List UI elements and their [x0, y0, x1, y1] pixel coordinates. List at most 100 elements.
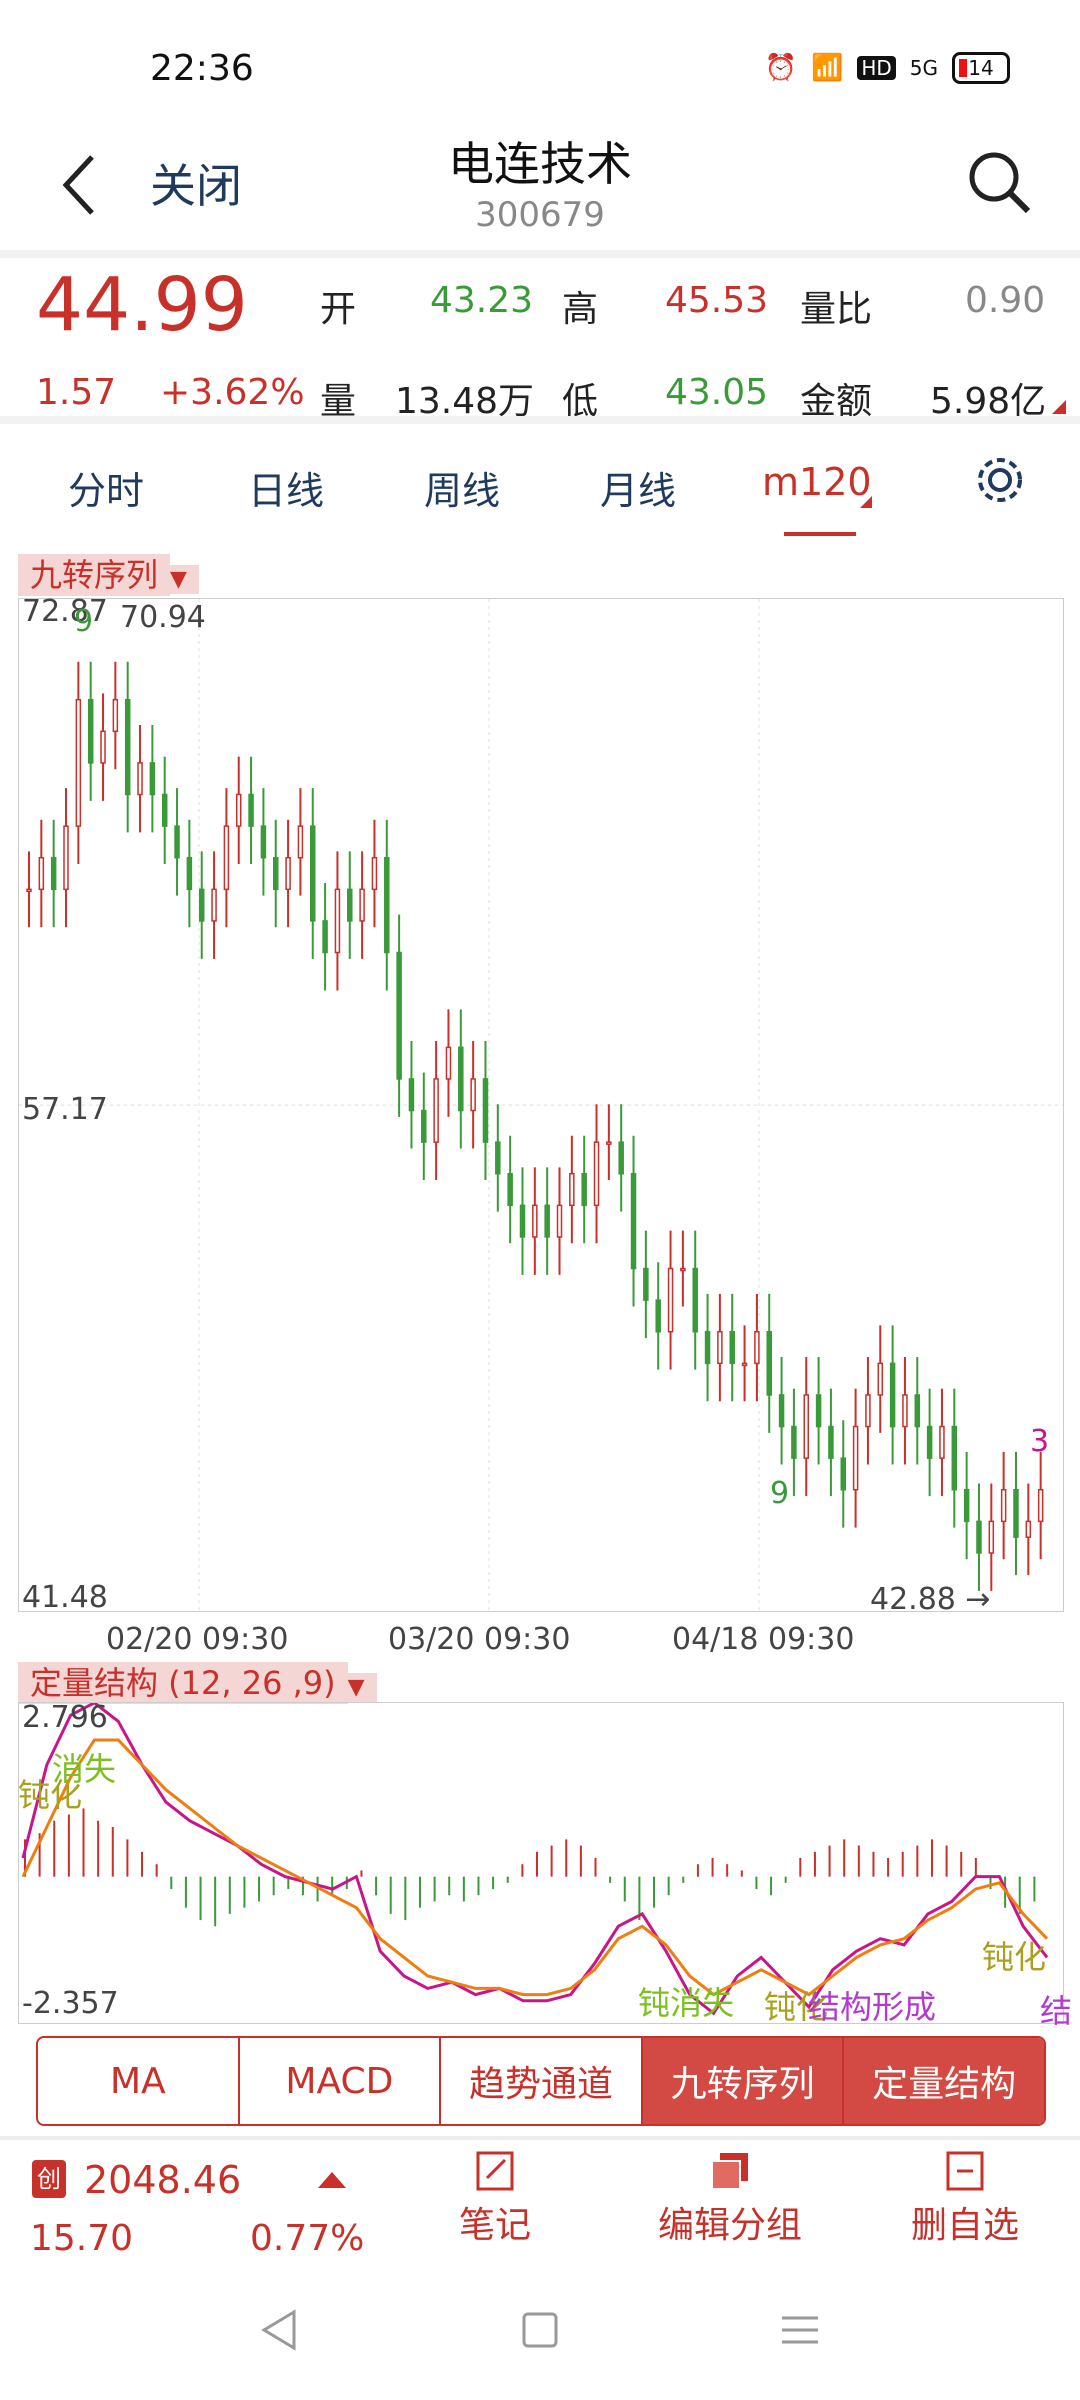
search-button[interactable] — [960, 145, 1040, 225]
indicator-tab-macd[interactable]: MACD — [240, 2038, 442, 2124]
price-change-pct: +3.62% — [160, 372, 305, 413]
structure-y-top: 2.796 — [22, 1700, 108, 1735]
candle-body — [606, 1141, 612, 1145]
kline-indicator-selector[interactable]: 九转序列 ▼ — [18, 550, 199, 596]
candle-body — [569, 1172, 575, 1207]
series-line-line1 — [21, 1701, 1049, 2016]
high-value: 45.53 — [665, 280, 769, 321]
candle-body — [421, 1109, 427, 1143]
candle-body — [988, 1520, 995, 1554]
battery-icon: 14 — [952, 52, 1010, 84]
square-home-icon — [522, 2312, 558, 2348]
index-badge: 创 — [32, 2160, 66, 2198]
amount-label: 金额 — [800, 381, 873, 422]
candle-body — [1000, 1489, 1007, 1523]
tab-weekly[interactable]: 周线 — [424, 469, 501, 513]
index-pct: 0.77% — [250, 2218, 365, 2259]
nav-menu-button[interactable] — [770, 2300, 830, 2360]
annotation-blunt-2: 钝化 — [764, 1988, 829, 2026]
structure-chart[interactable] — [18, 1701, 1064, 2024]
annotation-vanish: 消失 — [52, 1750, 117, 1788]
candle-body — [470, 1078, 476, 1112]
low-value: 43.05 — [665, 372, 769, 413]
candle-body — [593, 1141, 600, 1207]
edit-group-button[interactable]: 编辑分组 — [650, 2150, 810, 2260]
remove-watchlist-button[interactable]: 删自选 — [900, 2150, 1030, 2260]
tab-monthly[interactable]: 月线 — [600, 469, 677, 513]
candle-body — [667, 1267, 674, 1333]
kline-chart[interactable] — [18, 598, 1064, 1612]
indicator-tab-ma[interactable]: MA — [38, 2038, 240, 2124]
candle-body — [643, 1267, 649, 1301]
candle-body — [235, 793, 242, 827]
candle-body — [902, 1394, 908, 1428]
candle-body — [458, 1046, 464, 1112]
annotation-structure-partial: 结 — [1040, 1992, 1073, 2030]
active-tab-underline — [784, 532, 856, 536]
candle-body — [704, 1330, 711, 1365]
candle-body — [50, 856, 57, 891]
candle-body — [310, 825, 316, 922]
expand-corner-icon[interactable] — [1052, 400, 1066, 414]
candle-body — [124, 698, 131, 796]
close-button[interactable]: 关闭 — [150, 159, 242, 213]
indicator-tab-trend-channel[interactable]: 趋势通道 — [441, 2038, 643, 2124]
candle-body — [556, 1204, 563, 1238]
tab-daily[interactable]: 日线 — [248, 469, 325, 513]
candle-body — [100, 730, 106, 764]
candle-body — [680, 1267, 686, 1272]
candle-body — [87, 698, 94, 764]
index-value[interactable]: 2048.46 — [84, 2158, 242, 2202]
candle-body — [495, 1141, 501, 1175]
annotation-blunt-1: 钝化 — [18, 1776, 83, 1814]
candle-body — [248, 793, 254, 827]
structure-indicator-label: 定量结构 (12, 26 ,9) — [18, 1662, 348, 1704]
settings-button[interactable] — [972, 452, 1028, 512]
candle-body — [384, 856, 390, 954]
candle-body — [630, 1172, 637, 1270]
edit-group-label: 编辑分组 — [657, 2205, 802, 2246]
candle-body — [408, 1078, 415, 1112]
dropdown-corner-icon — [860, 496, 872, 508]
current-price: 44.99 — [36, 262, 248, 348]
candle-body — [581, 1172, 587, 1207]
candle-body — [272, 856, 279, 891]
nine-mark-top: 9 — [74, 604, 94, 639]
note-icon — [476, 2151, 514, 2191]
stock-name: 电连技术 — [448, 137, 632, 191]
candle-body — [482, 1078, 489, 1143]
annotation-blunt-3: 钝化 — [982, 1938, 1047, 1976]
three-mark-right: 3 — [1030, 1424, 1050, 1459]
kline-min-annotation: 42.88 → — [870, 1582, 991, 1617]
indicator-tab-quant-structure[interactable]: 定量结构 — [844, 2038, 1044, 2124]
nav-home-button[interactable] — [510, 2300, 570, 2360]
structure-indicator-selector[interactable]: 定量结构 (12, 26 ,9) ▼ — [18, 1658, 377, 1704]
minus-box-icon — [946, 2151, 984, 2191]
volume-ratio-label: 量比 — [800, 289, 873, 330]
gear-icon — [978, 458, 1022, 502]
candle-body — [396, 951, 402, 1080]
signal-icon: 5G — [909, 56, 938, 80]
structure-y-bottom: -2.357 — [22, 1986, 119, 2021]
candle-body — [877, 1362, 884, 1396]
candle-body — [840, 1457, 847, 1491]
candle-body — [803, 1394, 810, 1459]
hd-icon: HD — [857, 56, 896, 80]
tab-m120[interactable]: m120 — [762, 460, 872, 504]
x-label-3: 04/18 09:30 — [672, 1622, 855, 1657]
candle-body — [63, 825, 69, 891]
note-button[interactable]: 笔记 — [440, 2150, 550, 2260]
back-button[interactable] — [50, 145, 110, 225]
nav-back-button[interactable] — [250, 2300, 310, 2360]
candle-body — [149, 762, 156, 796]
indicator-tab-nine-sequence[interactable]: 九转序列 — [642, 2038, 845, 2124]
remove-watchlist-label: 删自选 — [910, 2205, 1019, 2246]
candle-body — [137, 762, 143, 796]
search-icon — [969, 152, 1031, 214]
indicator-tabs: MA MACD 趋势通道 九转序列 定量结构 — [36, 2036, 1046, 2126]
stock-code: 300679 — [475, 195, 605, 235]
candle-body — [223, 825, 230, 891]
annotation-structure-formed: 结构形成 — [808, 1988, 937, 2026]
candle-body — [347, 888, 353, 922]
tab-intraday[interactable]: 分时 — [68, 469, 145, 513]
